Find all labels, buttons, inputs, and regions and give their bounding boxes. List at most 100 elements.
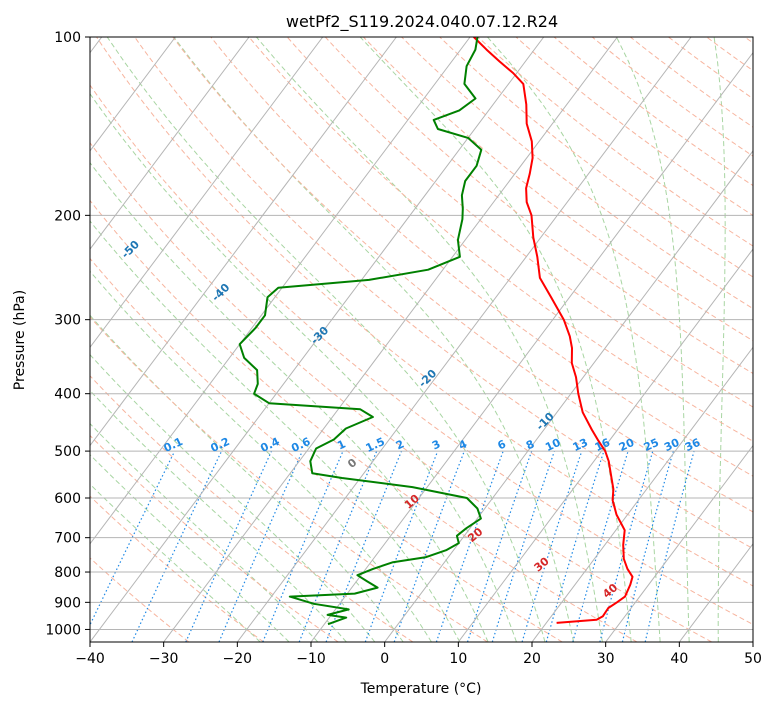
mixing-ratio-label: 30 — [662, 436, 682, 454]
dry-adiabat-line — [90, 257, 563, 642]
mixing-ratio-label: 3 — [430, 437, 442, 452]
y-tick-label: 600 — [54, 491, 81, 507]
dry-adiabat-line — [553, 37, 753, 187]
mixing-ratio-line — [185, 450, 273, 642]
dry-adiabat-line — [324, 37, 753, 375]
moist-adiabat-label: 30 — [532, 554, 552, 574]
isotherm-line — [310, 51, 753, 642]
dry-adiabat-line — [90, 199, 638, 642]
dry-adiabats — [90, 37, 753, 642]
mixing-ratio-label: 36 — [683, 436, 703, 454]
isotherm-line — [90, 37, 397, 447]
moist-adiabat-line — [90, 220, 461, 642]
mixing-ratio-label: 0.4 — [258, 435, 281, 455]
mixing-ratio-line — [298, 450, 378, 642]
x-tick-label: 50 — [744, 651, 762, 667]
dry-adiabat-line — [363, 37, 753, 342]
moist-adiabat-line — [487, 37, 661, 642]
isotherm-line — [457, 248, 753, 642]
x-tick-label: −30 — [149, 651, 179, 667]
mixing-ratio-label: 0.6 — [289, 435, 312, 455]
mixing-ratio-label: 10 — [543, 436, 563, 454]
dry-adiabat-line — [591, 37, 753, 157]
moist-adiabat-line — [90, 483, 261, 642]
temperature-line — [473, 37, 634, 624]
y-axis-ticks: 100 200 300 400 500 600 700 800 900 1000 — [45, 30, 90, 638]
isotherm-line — [90, 37, 176, 152]
x-tick-label: 10 — [449, 651, 467, 667]
mixing-ratio-line — [262, 450, 344, 642]
dewpoint-line — [238, 37, 483, 626]
dry-adiabat-line — [401, 37, 753, 310]
mixing-ratio-label: 1.5 — [364, 435, 387, 455]
dry-adiabat-line — [668, 37, 753, 100]
plot-area: 0.10.20.40.611.52346810131620253036-100-… — [90, 37, 753, 642]
mixing-ratio-line — [644, 450, 695, 642]
mixing-ratio-label: 13 — [571, 436, 590, 454]
mixing-ratio-line — [621, 450, 674, 642]
mixing-ratio-line — [131, 450, 223, 642]
mixing-ratio-lines — [90, 450, 695, 642]
mixing-ratio-line — [572, 450, 629, 642]
isotherm-line — [90, 37, 324, 349]
mixing-ratio-label: 25 — [642, 436, 661, 454]
moist-adiabat-line — [90, 453, 290, 642]
moist-adiabat-line — [90, 422, 319, 642]
mixing-ratio-line — [435, 450, 504, 642]
x-tick-label: −40 — [75, 651, 105, 667]
dry-adiabat-label: -30 — [308, 324, 331, 347]
x-tick-label: 40 — [670, 651, 688, 667]
dry-adiabat-line — [439, 37, 753, 278]
dry-adiabat-line — [172, 37, 753, 513]
x-tick-label: 30 — [597, 651, 615, 667]
dry-adiabat-line — [90, 557, 190, 642]
x-axis-ticks: −40 −30 −20 −10 0 10 20 30 40 50 — [75, 642, 762, 667]
moist-adiabat-line — [90, 353, 376, 642]
x-tick-label: 0 — [380, 651, 389, 667]
y-tick-label: 200 — [54, 208, 81, 224]
moist-adiabat-line — [90, 389, 347, 642]
moist-adiabat-line — [90, 314, 404, 642]
mixing-ratio-label: 8 — [524, 437, 536, 452]
dry-adiabat-line — [744, 37, 753, 44]
mixing-ratio-label: 6 — [496, 437, 509, 452]
moist-adiabat-line — [256, 37, 603, 642]
isotherm-line — [90, 37, 250, 250]
grid-lines — [90, 37, 753, 642]
y-tick-label: 100 — [54, 30, 81, 46]
isotherm-line — [236, 37, 692, 642]
isotherm-line — [384, 150, 753, 642]
y-tick-label: 400 — [54, 387, 81, 403]
mixing-ratio-label: 20 — [617, 436, 637, 454]
x-tick-label: 20 — [523, 651, 541, 667]
moist-adiabat-label: 0 — [345, 456, 359, 471]
dry-adiabat-line — [90, 375, 414, 642]
y-axis-label: Pressure (hPa) — [12, 290, 28, 390]
isotherm-line — [531, 346, 753, 642]
isotherm-line — [678, 542, 753, 642]
y-tick-label: 900 — [54, 595, 81, 611]
dry-adiabat-label: -50 — [119, 238, 142, 261]
dry-adiabat-line — [706, 37, 753, 72]
dry-adiabat-line — [286, 37, 753, 408]
mixing-ratio-line — [545, 450, 605, 642]
mixing-ratio-line — [90, 450, 176, 627]
y-tick-label: 300 — [54, 313, 81, 329]
dry-adiabat-line — [477, 37, 753, 247]
isotherm-line — [752, 641, 753, 642]
mixing-ratio-line — [218, 450, 303, 642]
y-tick-label: 500 — [54, 444, 81, 460]
mixing-ratio-line — [364, 450, 439, 642]
dry-adiabat-line — [90, 141, 712, 642]
isotherm-line — [605, 444, 753, 642]
dry-adiabat-label: -20 — [416, 367, 439, 390]
mixing-ratio-label: 0.1 — [162, 435, 185, 455]
y-tick-label: 800 — [54, 565, 81, 581]
mixing-ratio-line — [599, 450, 654, 642]
moist-adiabat-line — [90, 92, 517, 642]
dry-adiabat-label: -10 — [534, 410, 557, 433]
moist-adiabats — [90, 37, 726, 642]
moist-adiabat-line — [616, 37, 690, 642]
isotherm-line — [163, 37, 618, 642]
